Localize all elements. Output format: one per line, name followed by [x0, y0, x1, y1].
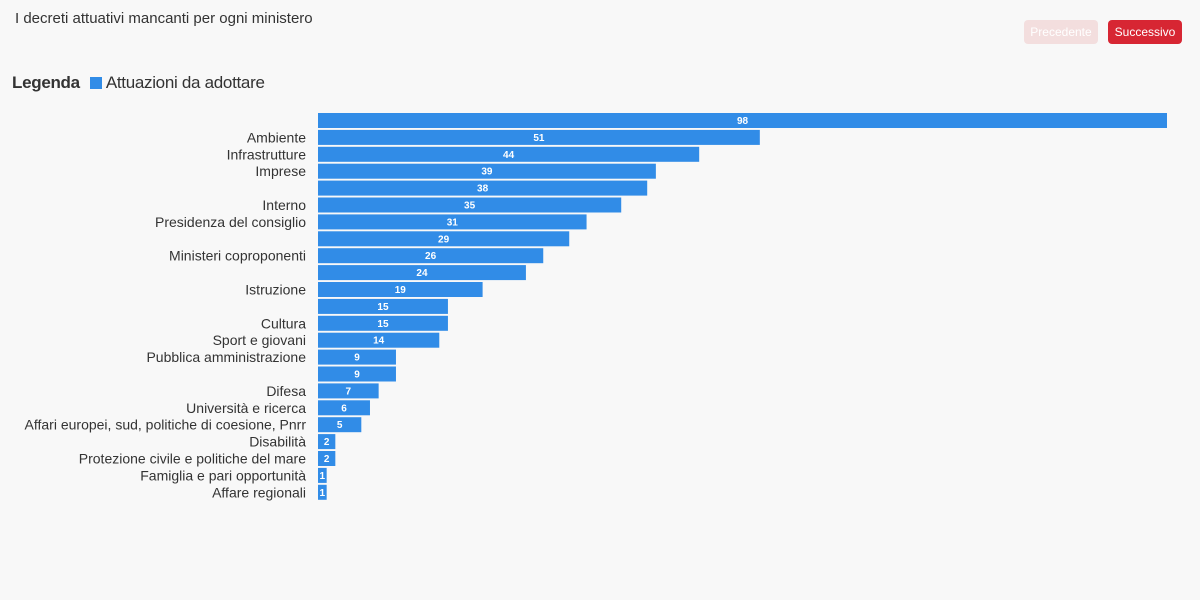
category-label: Presidenza del consiglio [155, 214, 306, 230]
bar[interactable] [318, 383, 379, 399]
bar[interactable] [318, 298, 448, 314]
bar[interactable] [318, 197, 622, 213]
next-button[interactable]: Successivo [1108, 20, 1182, 44]
legend-title: Legenda [12, 73, 80, 92]
bar-value-label: 44 [503, 150, 515, 161]
bar-value-label: 9 [354, 370, 360, 381]
bar-value-label: 2 [324, 437, 330, 448]
bar-value-label: 29 [438, 234, 450, 245]
bar-value-label: 1 [320, 488, 326, 499]
bar[interactable] [318, 214, 587, 230]
bar[interactable] [318, 451, 336, 466]
bar[interactable] [318, 484, 327, 500]
bar-value-label: 1 [320, 471, 326, 482]
bar-value-label: 35 [464, 201, 476, 212]
bar[interactable] [318, 282, 483, 297]
bar[interactable] [318, 231, 570, 247]
bar[interactable] [318, 146, 700, 162]
bar-value-label: 7 [346, 386, 352, 397]
category-label: Ministeri coproponenti [169, 248, 306, 264]
bar-value-label: 26 [425, 251, 437, 262]
bar[interactable] [318, 366, 396, 382]
category-label: Università e ricerca [186, 400, 306, 416]
previous-button[interactable]: Precedente [1024, 20, 1098, 44]
category-label: Famiglia e pari opportunità [140, 467, 306, 483]
bar[interactable] [318, 129, 760, 145]
category-label: Imprese [255, 163, 306, 179]
category-label: Infrastrutture [227, 146, 307, 162]
category-label: Pubblica amministrazione [146, 349, 306, 365]
bar-value-label: 15 [377, 319, 389, 330]
bar[interactable] [318, 248, 544, 264]
bar[interactable] [318, 265, 526, 281]
bar-value-label: 39 [481, 167, 493, 178]
bar[interactable] [318, 417, 362, 433]
bar-value-label: 14 [373, 336, 385, 347]
bar-value-label: 19 [395, 285, 407, 296]
bar[interactable] [318, 434, 336, 450]
bar-value-label: 98 [737, 116, 749, 127]
category-label: Affari europei, sud, politiche di coesio… [25, 417, 307, 433]
bar[interactable] [318, 467, 327, 483]
bar-value-label: 6 [341, 403, 347, 414]
category-label: Protezione civile e politiche del mare [79, 451, 306, 467]
bar-value-label: 9 [354, 353, 360, 364]
bar[interactable] [318, 163, 656, 179]
category-label: Ambiente [247, 129, 306, 145]
category-label: Cultura [261, 315, 306, 331]
bar[interactable] [318, 332, 440, 348]
category-label: Disabilità [249, 434, 306, 450]
chart-title: I decreti attuativi mancanti per ogni mi… [15, 10, 313, 27]
category-label: Difesa [266, 383, 306, 399]
bar-value-label: 51 [533, 133, 545, 144]
bar-value-label: 2 [324, 454, 330, 465]
category-label: Affare regionali [212, 484, 306, 500]
category-label: Sport e giovani [213, 332, 306, 348]
bar-value-label: 5 [337, 420, 343, 431]
legend-swatch [89, 77, 102, 89]
category-label: Istruzione [245, 282, 306, 298]
bar-value-label: 31 [447, 217, 459, 228]
bar-value-label: 38 [477, 184, 489, 195]
category-label: Interno [262, 197, 306, 213]
bar-value-label: 15 [377, 302, 389, 313]
bar[interactable] [318, 180, 648, 196]
bar[interactable] [318, 113, 1167, 128]
bar[interactable] [318, 349, 396, 365]
legend: Legenda Attuazioni da adottare [12, 73, 265, 93]
legend-item-label: Attuazioni da adottare [105, 73, 265, 92]
bar[interactable] [318, 315, 448, 331]
bar-value-label: 24 [416, 268, 428, 279]
bar[interactable] [318, 400, 370, 416]
